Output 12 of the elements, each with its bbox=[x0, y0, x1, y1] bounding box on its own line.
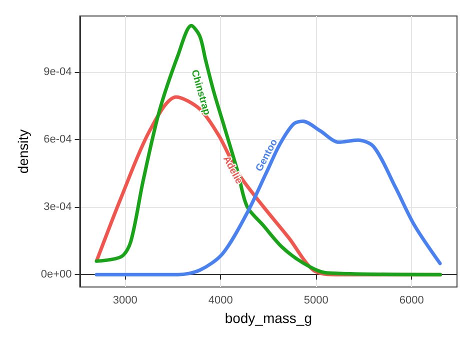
x-tick-label: 3000 bbox=[112, 294, 138, 306]
text: Chinstrap bbox=[188, 68, 212, 116]
x-tick-label: 6000 bbox=[399, 294, 424, 306]
x-tick-label: 4000 bbox=[208, 294, 233, 306]
y-tick-label: 0e+00 bbox=[40, 268, 72, 281]
y-tick-label: 9e-04 bbox=[44, 66, 72, 78]
y-tick-label: 6e-04 bbox=[44, 134, 72, 146]
y-axis-title: density bbox=[15, 129, 31, 174]
x-tick-label: 5000 bbox=[304, 294, 328, 306]
line-series bbox=[94, 24, 442, 276]
y-tick-label: 3e-04 bbox=[44, 201, 72, 214]
x-axis-title: body_mass_g bbox=[224, 310, 312, 326]
